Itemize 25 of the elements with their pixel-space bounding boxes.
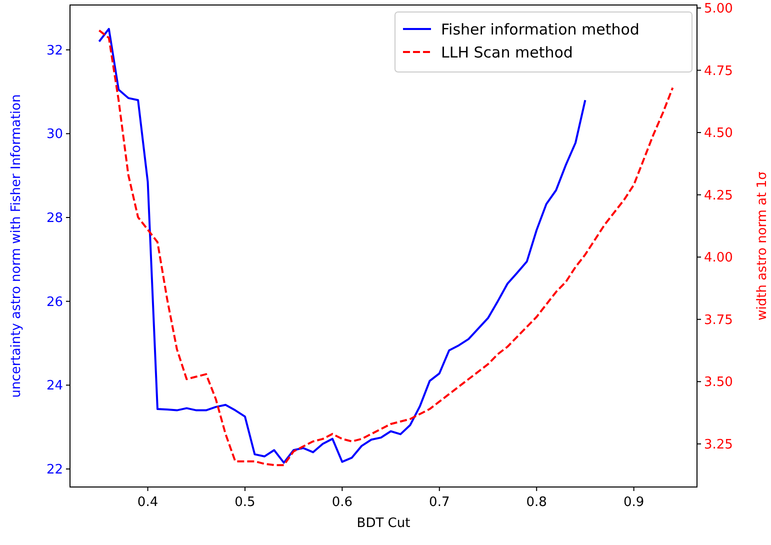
y2-tick-label: 4.25: [704, 188, 733, 204]
y-tick-label: 22: [46, 462, 63, 478]
legend-label: Fisher information method: [441, 20, 640, 38]
y2-tick-label: 4.75: [704, 64, 733, 79]
x-tick-label: 0.6: [332, 495, 353, 510]
y-tick-label: 26: [46, 294, 63, 310]
y-tick-label: 24: [46, 378, 63, 394]
y-tick-label: 28: [46, 211, 63, 226]
y2-tick-label: 5.00: [704, 2, 733, 17]
x-tick-label: 0.4: [137, 495, 158, 510]
y-tick-label: 30: [46, 127, 63, 142]
y2-tick-label: 3.75: [704, 312, 733, 328]
legend-label: LLH Scan method: [441, 43, 573, 62]
x-tick-label: 0.9: [623, 495, 644, 510]
x-tick-label: 0.8: [526, 495, 547, 510]
x-tick-label: 0.7: [429, 495, 450, 510]
y2-tick-label: 4.00: [704, 250, 733, 266]
x-tick-label: 0.5: [234, 495, 256, 510]
x-axis-title: BDT Cut: [356, 516, 410, 531]
y2-tick-label: 3.50: [704, 375, 733, 390]
y2-axis-title: width astro norm at 1σ: [755, 172, 770, 320]
y-tick-label: 32: [46, 43, 63, 58]
y2-tick-label: 4.50: [704, 126, 733, 142]
y2-tick-label: 3.25: [704, 437, 733, 452]
y-axis-title: uncertainty astro norm with Fisher Information: [9, 94, 24, 398]
